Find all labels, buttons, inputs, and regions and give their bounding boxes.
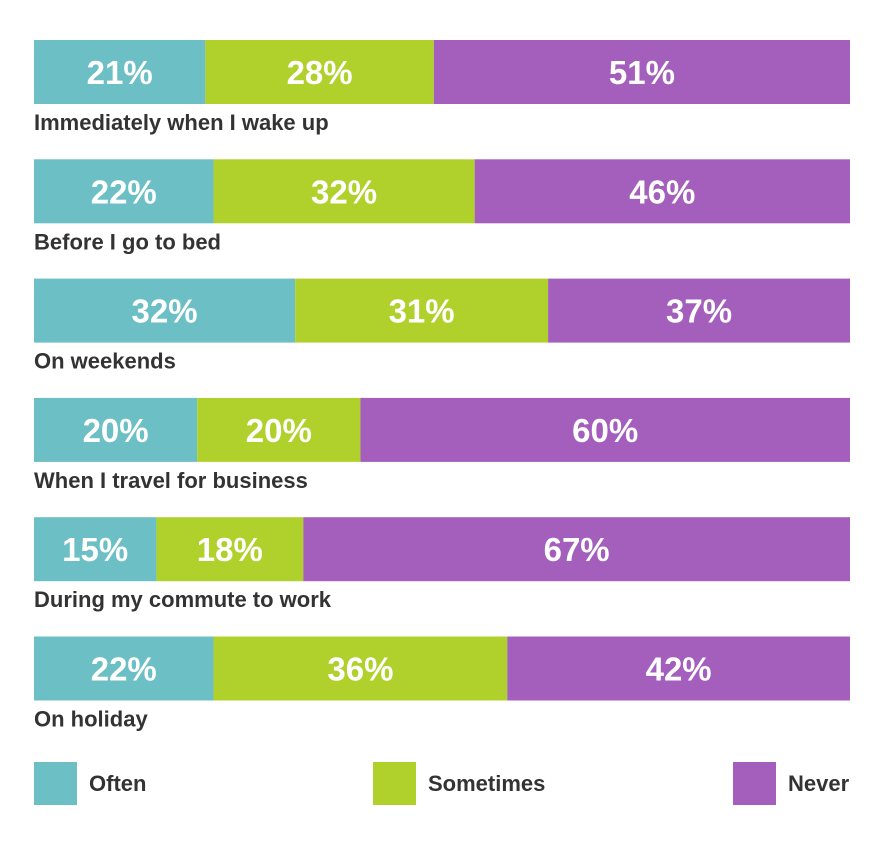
bar-segment-often (34, 636, 214, 701)
bar-segment-often (34, 397, 198, 462)
bar-row: 15% 18% 67% During my commute to work (34, 517, 850, 612)
data-label: 42% (646, 651, 712, 688)
data-label: 46% (629, 173, 695, 210)
data-label: 32% (132, 293, 198, 330)
bar-segment-sometimes (213, 636, 508, 701)
legend-swatch (733, 762, 776, 805)
legend-item-sometimes: Sometimes (373, 762, 545, 805)
category-label: Immediately when I wake up (34, 110, 329, 135)
legend-item-often: Often (34, 762, 146, 805)
category-label: When I travel for business (34, 468, 308, 493)
data-label: 37% (666, 293, 732, 330)
category-label: Before I go to bed (34, 229, 221, 254)
bar-row: 20% 20% 60% When I travel for business (34, 397, 850, 493)
legend-label: Often (89, 771, 146, 796)
data-label: 21% (87, 54, 153, 91)
bar-row: 21% 28% 51% Immediately when I wake up (34, 40, 850, 135)
bar-segment-never (303, 517, 850, 582)
data-label: 20% (246, 412, 312, 449)
bar-segment-often (34, 40, 206, 104)
legend-label: Sometimes (428, 771, 545, 796)
bar-row: 22% 36% 42% On holiday (34, 636, 850, 732)
data-label: 31% (389, 293, 455, 330)
bar-row: 32% 31% 37% On weekends (34, 278, 850, 374)
bar-segment-never (548, 278, 850, 343)
bar-segment-sometimes (156, 517, 304, 582)
bar-segment-never (474, 159, 850, 224)
bar-segment-often (34, 278, 296, 343)
category-label: On weekends (34, 349, 176, 374)
data-label: 22% (91, 173, 157, 210)
bar-segment-often (34, 159, 214, 224)
bar-row: 22% 32% 46% Before I go to bed (34, 159, 850, 254)
legend-label: Never (788, 771, 850, 796)
data-label: 18% (197, 531, 263, 568)
data-label: 22% (91, 651, 157, 688)
data-label: 67% (544, 531, 610, 568)
data-label: 60% (572, 412, 638, 449)
legend-swatch (34, 762, 77, 805)
data-label: 28% (287, 54, 353, 91)
category-label: During my commute to work (34, 587, 332, 612)
legend: Often Sometimes Never (34, 762, 850, 805)
data-label: 20% (83, 412, 149, 449)
legend-swatch (373, 762, 416, 805)
legend-item-never: Never (733, 762, 850, 805)
bar-segment-sometimes (213, 159, 475, 224)
data-label: 51% (609, 54, 675, 91)
bar-segment-never (507, 636, 850, 701)
data-label: 15% (62, 531, 128, 568)
data-label: 36% (327, 651, 393, 688)
category-label: On holiday (34, 707, 148, 732)
bar-segment-sometimes (295, 278, 549, 343)
bar-segment-never (360, 397, 850, 462)
bar-segment-sometimes (205, 40, 434, 104)
bar-segment-never (433, 40, 850, 104)
data-label: 32% (311, 173, 377, 210)
bar-segment-sometimes (197, 397, 361, 462)
bar-segment-often (34, 517, 157, 582)
